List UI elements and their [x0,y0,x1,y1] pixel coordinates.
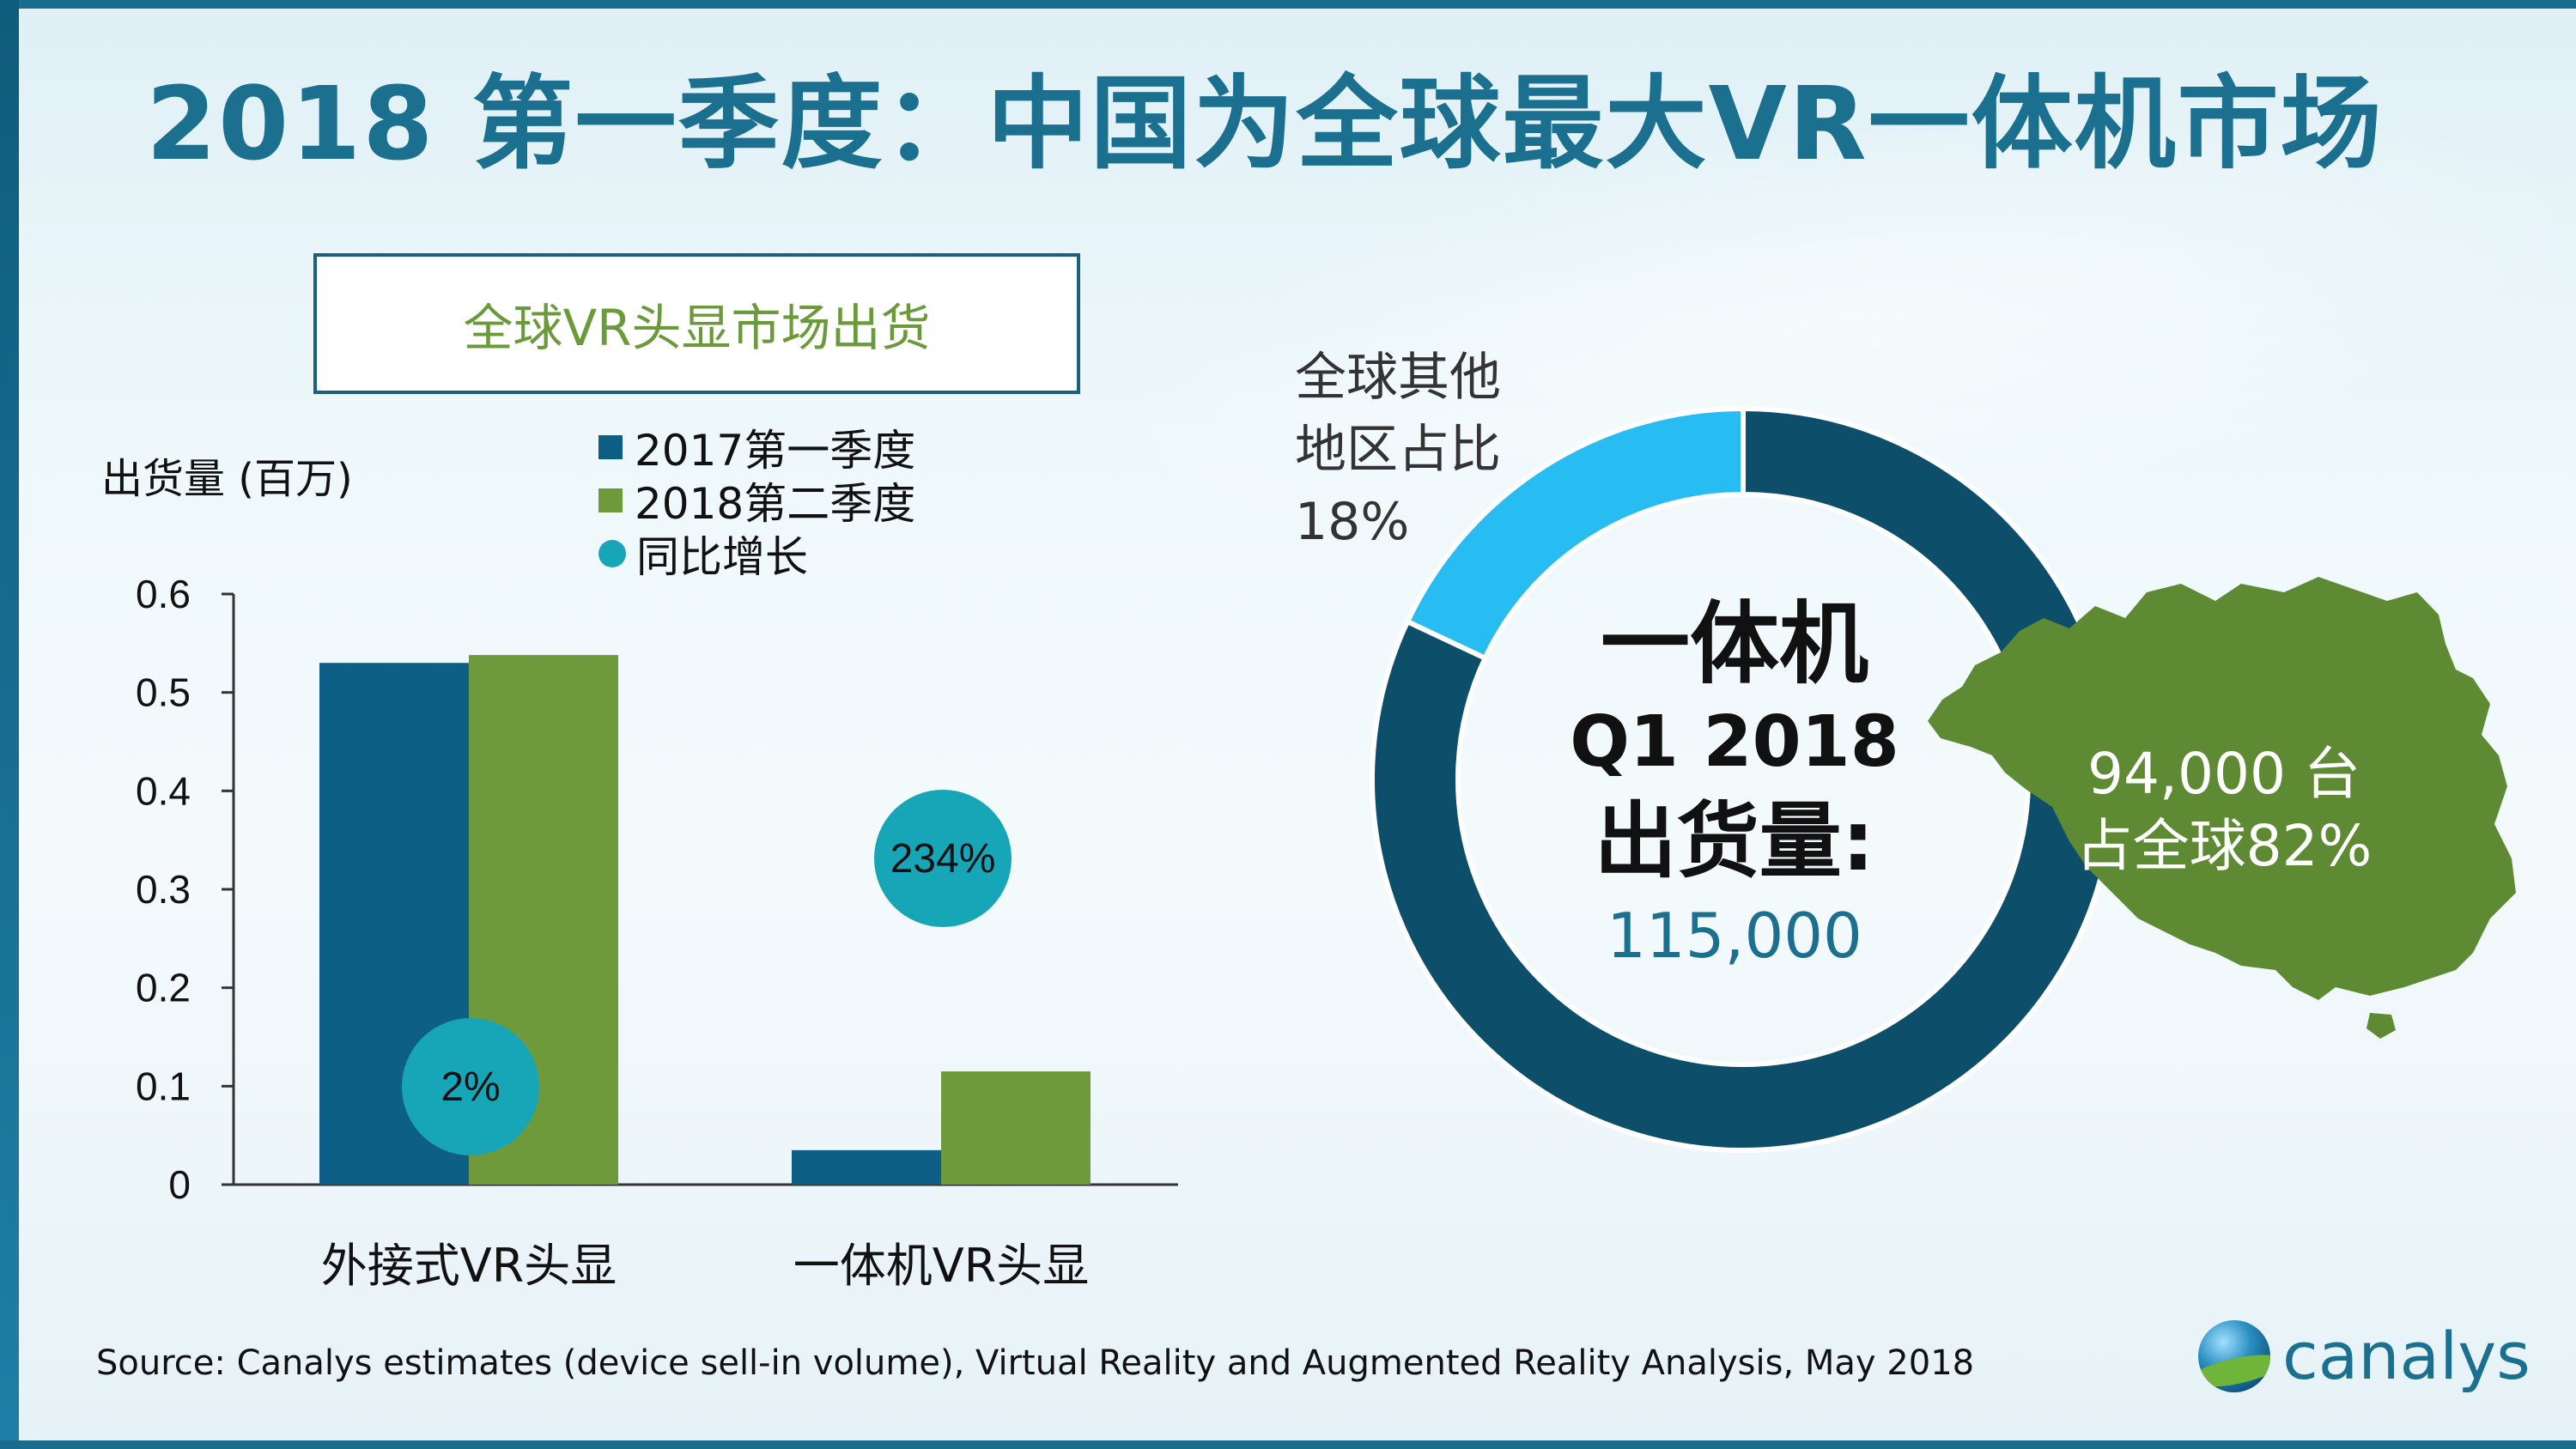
legend-label-2018q2: 2018第二季度 [635,479,916,529]
china-share: 占全球82% [2075,813,2372,879]
hainan-island-shape [2366,1013,2396,1039]
page-title: 2018 第一季度：中国为全球最大VR一体机市场 [146,64,2384,183]
china-map-shape [1928,577,2516,1000]
donut-center-line1: 一体机 [1600,591,1868,696]
donut-other-region-text: 全球其他 地区占比 [1295,348,1501,480]
legend-swatch-green [598,488,623,512]
donut-center-line3: 出货量: [1594,793,1875,889]
donut-slice-rest-of-world [1404,405,1746,662]
source-note: Source: Canalys estimates (device sell-i… [96,1343,1975,1383]
globe-logo-icon [2198,1319,2270,1392]
legend: 2017第一季度 2018第二季度 同比增长 [598,421,915,582]
x-category-label: 一体机VR头显 [793,1239,1089,1293]
donut-center-total: 115,000 [1607,900,1862,972]
legend-dot-teal [598,540,626,567]
donut-other-region-percent: 18% [1295,492,1410,552]
left-accent-bar [0,0,19,1449]
x-category-label: 外接式VR头显 [321,1239,617,1293]
legend-item-2018q2: 2018第二季度 [598,474,915,529]
top-accent-bar [0,0,2576,9]
chart-title-box: 全球VR头显市场出货 [313,253,1080,394]
growth-bubble [402,1018,539,1155]
y-tick-label: 0.3 [136,867,191,912]
y-tick-label: 0.6 [136,572,191,616]
y-tick-label: 0.5 [136,670,191,715]
chart-title: 全球VR头显市场出货 [463,299,931,357]
bar-standalone-2018q2 [941,1071,1091,1185]
logo-text: canalys [2282,1318,2530,1394]
china-units: 94,000 台 [2087,741,2360,807]
y-tick-label: 0.1 [136,1064,191,1108]
growth-label: 234% [890,836,996,882]
legend-label-2017q1: 2017第一季度 [635,426,916,476]
growth-label: 2% [440,1064,500,1110]
legend-item-growth: 同比增长 [598,527,915,582]
donut-center-line2: Q1 2018 [1570,701,1899,783]
canalys-logo: canalys [2198,1318,2530,1394]
china-share-label: 94,000 台 占全球82% [2044,738,2404,882]
legend-swatch-dark-blue [598,435,623,459]
donut-other-region-label: 全球其他 地区占比 18% [1295,342,1501,558]
donut-center-label: 一体机 Q1 2018 出货量: 115,000 [1460,592,2009,979]
growth-bubble [874,790,1012,927]
y-tick-label: 0 [168,1162,191,1207]
bottom-accent-bar [0,1440,2576,1449]
y-axis-title: 出货量 (百万) [101,455,353,503]
y-tick-label: 0.4 [136,768,191,813]
bar-standalone-2017q1 [792,1149,941,1185]
legend-item-2017q1: 2017第一季度 [598,421,915,476]
y-tick-label: 0.2 [136,966,191,1010]
legend-label-growth: 同比增长 [636,532,808,582]
